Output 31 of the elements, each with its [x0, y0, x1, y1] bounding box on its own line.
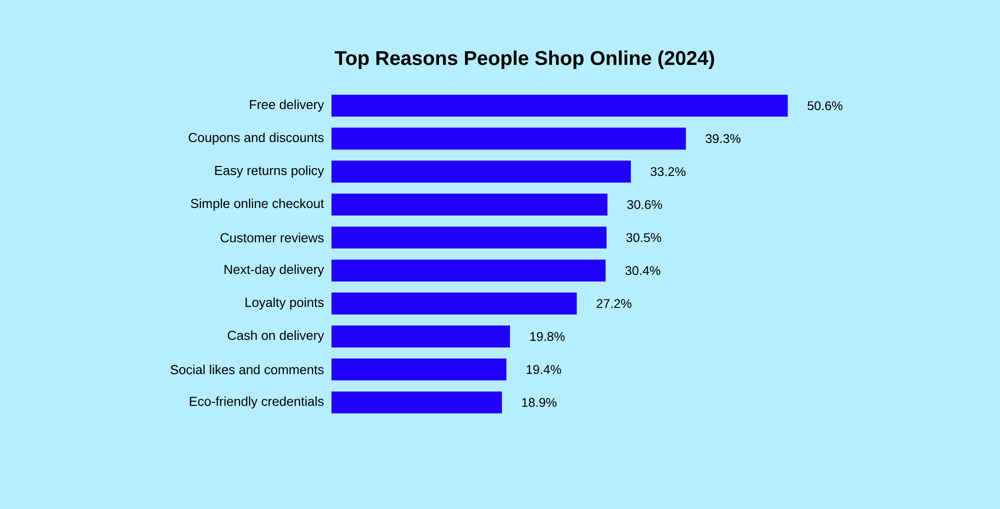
data-label: 39.3% [706, 134, 741, 144]
y-tick-label: Next-day delivery [224, 264, 324, 277]
y-tick-label: Loyalty points [246, 297, 324, 310]
data-label: 19.8% [530, 332, 565, 341]
bar [331, 325, 510, 348]
bar [331, 260, 606, 282]
data-label: 27.2% [596, 299, 632, 308]
y-tick-label: Easy returns policy [215, 165, 324, 178]
y-tick-label: Eco-friendly credentials [190, 396, 324, 408]
y-tick-label: Customer reviews [220, 232, 324, 242]
data-label: 30.4% [625, 266, 660, 275]
y-tick-label: Simple online checkout [190, 198, 324, 211]
y-tick-label: Social likes and comments [170, 364, 324, 374]
data-label: 19.4% [526, 364, 562, 374]
data-label: 18.9% [522, 398, 557, 407]
bar [331, 391, 502, 414]
data-label: 33.2% [650, 167, 686, 176]
y-tick-label: Cash on delivery [228, 330, 324, 343]
bar [331, 128, 686, 150]
y-tick-label: Free delivery [250, 100, 324, 112]
bar [331, 226, 607, 248]
chart-title: Top Reasons People Shop Online (2024) [334, 50, 714, 70]
data-label: 30.6% [627, 200, 662, 210]
data-label: 50.6% [808, 101, 842, 110]
bar [331, 160, 631, 183]
bar [331, 358, 506, 380]
y-tick-label: Coupons and discounts [188, 132, 324, 145]
bar [331, 94, 788, 117]
data-label: 30.5% [626, 233, 662, 242]
bar [331, 194, 608, 216]
bar [331, 292, 577, 314]
